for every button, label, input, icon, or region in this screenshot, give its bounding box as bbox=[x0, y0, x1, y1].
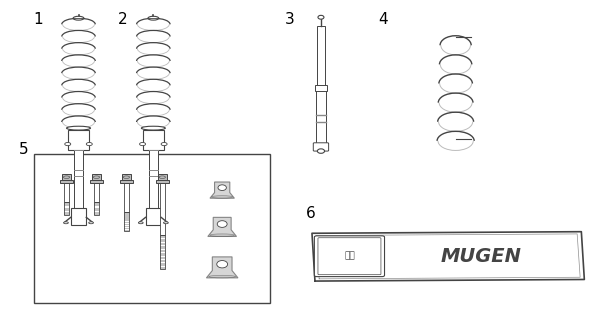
FancyBboxPatch shape bbox=[94, 213, 99, 214]
FancyBboxPatch shape bbox=[124, 216, 129, 218]
FancyBboxPatch shape bbox=[34, 154, 270, 303]
FancyBboxPatch shape bbox=[62, 174, 71, 180]
FancyBboxPatch shape bbox=[64, 214, 69, 215]
FancyBboxPatch shape bbox=[313, 143, 329, 151]
FancyBboxPatch shape bbox=[124, 230, 129, 231]
FancyBboxPatch shape bbox=[71, 208, 86, 225]
FancyBboxPatch shape bbox=[314, 236, 385, 276]
FancyBboxPatch shape bbox=[160, 267, 165, 269]
FancyBboxPatch shape bbox=[122, 174, 131, 180]
FancyBboxPatch shape bbox=[64, 203, 69, 204]
Text: MUGEN: MUGEN bbox=[440, 247, 521, 266]
FancyBboxPatch shape bbox=[146, 208, 161, 225]
Ellipse shape bbox=[209, 275, 236, 278]
FancyBboxPatch shape bbox=[94, 214, 99, 215]
FancyBboxPatch shape bbox=[316, 90, 326, 144]
Ellipse shape bbox=[73, 16, 84, 20]
FancyBboxPatch shape bbox=[160, 257, 165, 259]
Ellipse shape bbox=[318, 15, 324, 19]
Ellipse shape bbox=[86, 142, 92, 146]
Ellipse shape bbox=[142, 126, 166, 130]
Ellipse shape bbox=[164, 222, 169, 224]
FancyBboxPatch shape bbox=[160, 246, 165, 249]
Ellipse shape bbox=[212, 196, 233, 198]
Ellipse shape bbox=[64, 222, 68, 224]
FancyBboxPatch shape bbox=[94, 209, 99, 210]
FancyBboxPatch shape bbox=[94, 204, 99, 205]
FancyBboxPatch shape bbox=[64, 213, 69, 214]
FancyBboxPatch shape bbox=[64, 183, 69, 202]
Text: 5: 5 bbox=[19, 142, 28, 157]
FancyBboxPatch shape bbox=[317, 26, 325, 87]
FancyBboxPatch shape bbox=[124, 222, 129, 223]
Ellipse shape bbox=[148, 16, 159, 20]
FancyBboxPatch shape bbox=[92, 174, 101, 180]
FancyBboxPatch shape bbox=[160, 253, 165, 255]
Ellipse shape bbox=[139, 222, 143, 224]
Text: 1: 1 bbox=[34, 12, 43, 27]
Ellipse shape bbox=[65, 142, 71, 146]
FancyBboxPatch shape bbox=[124, 212, 129, 214]
FancyBboxPatch shape bbox=[160, 250, 165, 252]
FancyBboxPatch shape bbox=[68, 130, 89, 150]
FancyBboxPatch shape bbox=[94, 203, 99, 204]
FancyBboxPatch shape bbox=[160, 260, 165, 262]
FancyBboxPatch shape bbox=[160, 236, 165, 238]
Polygon shape bbox=[206, 257, 238, 278]
FancyBboxPatch shape bbox=[124, 228, 129, 229]
FancyBboxPatch shape bbox=[64, 205, 69, 206]
FancyBboxPatch shape bbox=[143, 130, 164, 150]
Text: 4: 4 bbox=[378, 12, 388, 27]
FancyBboxPatch shape bbox=[94, 183, 99, 202]
FancyBboxPatch shape bbox=[94, 208, 99, 209]
Text: 2: 2 bbox=[118, 12, 127, 27]
FancyBboxPatch shape bbox=[124, 220, 129, 221]
FancyBboxPatch shape bbox=[90, 180, 103, 183]
Text: 3: 3 bbox=[285, 12, 295, 27]
FancyBboxPatch shape bbox=[120, 180, 133, 183]
FancyBboxPatch shape bbox=[160, 183, 165, 235]
Polygon shape bbox=[208, 217, 236, 236]
Ellipse shape bbox=[210, 234, 235, 236]
Ellipse shape bbox=[217, 221, 227, 228]
Ellipse shape bbox=[67, 126, 91, 130]
FancyBboxPatch shape bbox=[124, 226, 129, 227]
Text: 無限: 無限 bbox=[344, 252, 355, 261]
Text: 6: 6 bbox=[306, 206, 316, 221]
FancyBboxPatch shape bbox=[315, 85, 327, 91]
FancyBboxPatch shape bbox=[158, 174, 167, 180]
FancyBboxPatch shape bbox=[149, 150, 158, 208]
Ellipse shape bbox=[161, 142, 167, 146]
Polygon shape bbox=[312, 232, 584, 281]
Ellipse shape bbox=[89, 222, 94, 224]
FancyBboxPatch shape bbox=[74, 150, 83, 208]
Ellipse shape bbox=[317, 149, 325, 153]
Ellipse shape bbox=[140, 142, 146, 146]
FancyBboxPatch shape bbox=[124, 218, 129, 220]
Polygon shape bbox=[210, 182, 235, 198]
FancyBboxPatch shape bbox=[64, 209, 69, 210]
FancyBboxPatch shape bbox=[160, 243, 165, 245]
FancyBboxPatch shape bbox=[94, 205, 99, 206]
FancyBboxPatch shape bbox=[160, 263, 165, 266]
FancyBboxPatch shape bbox=[64, 204, 69, 205]
FancyBboxPatch shape bbox=[124, 224, 129, 225]
FancyBboxPatch shape bbox=[124, 183, 129, 212]
FancyBboxPatch shape bbox=[156, 180, 169, 183]
Ellipse shape bbox=[218, 185, 226, 190]
Ellipse shape bbox=[217, 260, 227, 268]
FancyBboxPatch shape bbox=[60, 180, 73, 183]
FancyBboxPatch shape bbox=[124, 214, 129, 216]
FancyBboxPatch shape bbox=[160, 239, 165, 242]
FancyBboxPatch shape bbox=[64, 208, 69, 209]
